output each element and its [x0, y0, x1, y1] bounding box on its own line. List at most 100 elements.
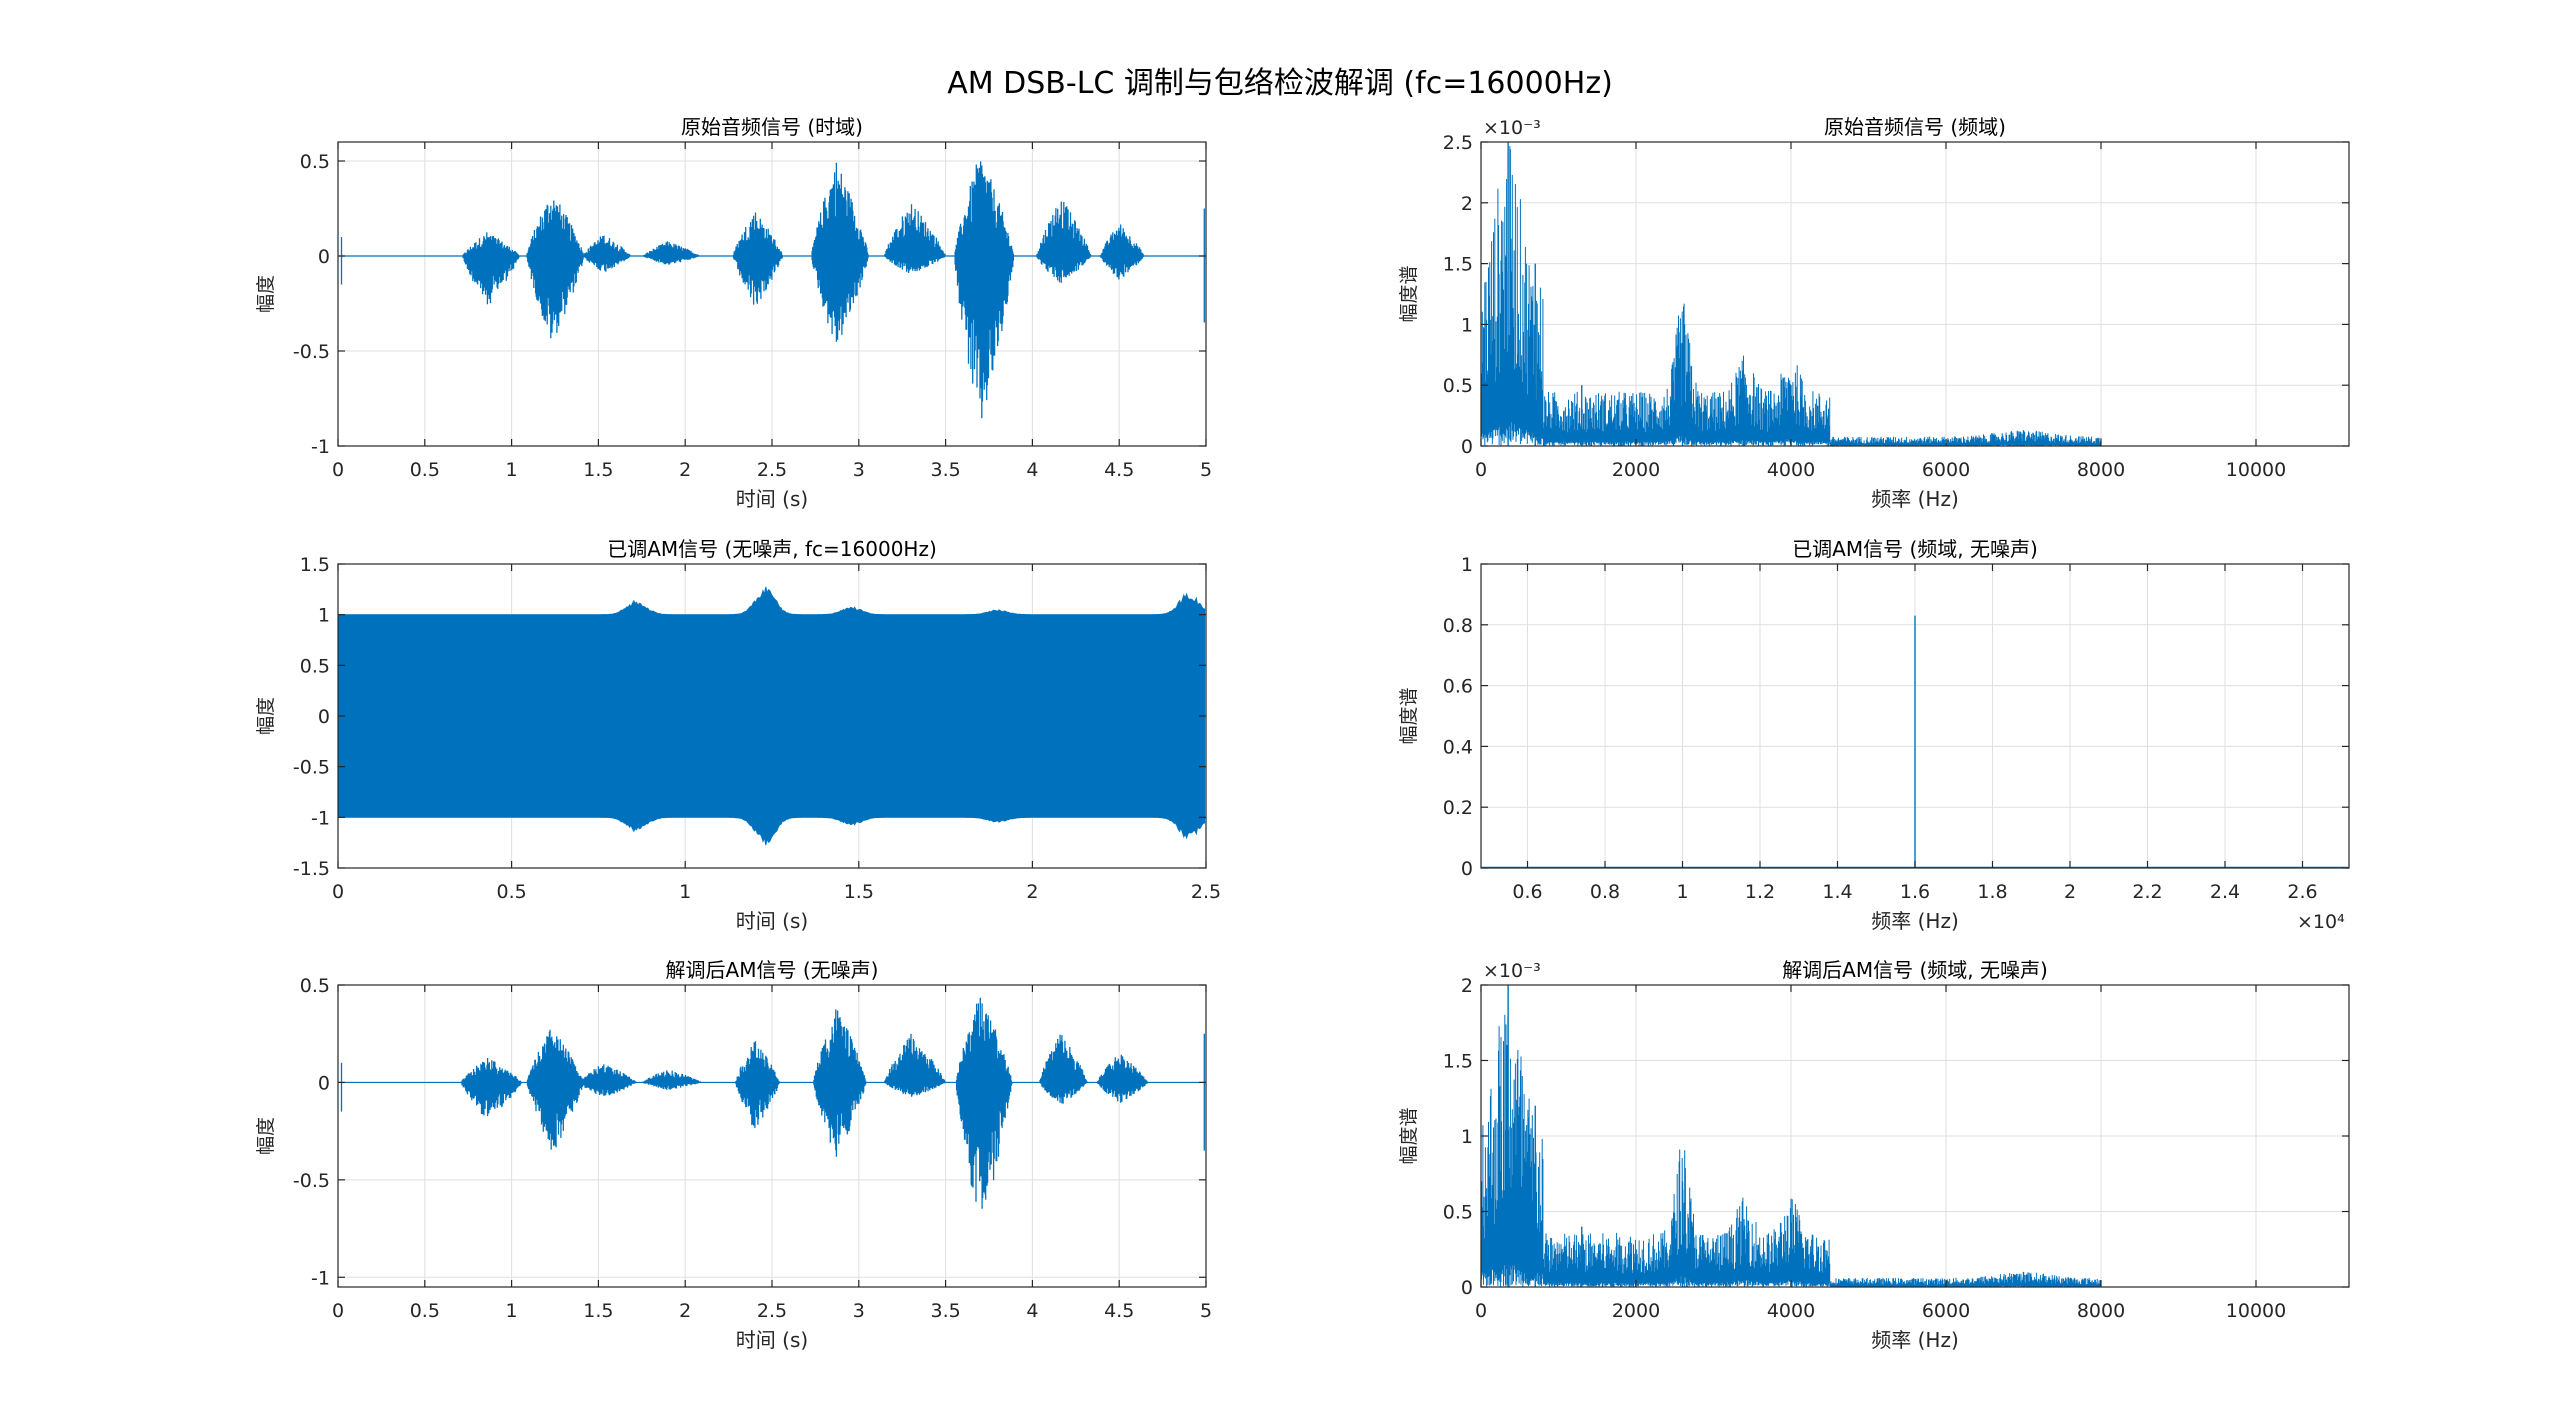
x-tick-label: 2.6	[2287, 881, 2317, 903]
x-tick-label: 0	[332, 881, 344, 903]
x-tick-label: 8000	[2077, 459, 2125, 481]
x-tick-label: 4	[1026, 459, 1038, 481]
y-axis-label: 幅度谱	[1398, 687, 1420, 744]
x-axis-label: 时间 (s)	[736, 487, 808, 511]
x-tick-label: 10000	[2226, 459, 2286, 481]
x-tick-label: 8000	[2077, 1300, 2125, 1322]
y-tick-label: 0	[1461, 858, 1473, 880]
x-tick-label: 3.5	[930, 1300, 960, 1322]
x-tick-label: 4000	[1767, 1300, 1815, 1322]
subplot-p6: 0 2000 4000 6000 8000 10000 0 0.5 1 1.5 2 解调后AM信号 (…	[1398, 958, 2350, 1352]
series-line	[337, 586, 1206, 846]
x-axis-label: 时间 (s)	[736, 1328, 808, 1352]
y-tick-label: 0.5	[300, 975, 330, 997]
subplot-title: 原始音频信号 (时域)	[681, 115, 863, 139]
y-tick-label: 0.4	[1443, 736, 1473, 758]
x-tick-label: 2	[679, 1300, 691, 1322]
y-tick-label: 1.5	[1443, 254, 1473, 276]
y-tick-label: 1	[1461, 1126, 1473, 1148]
x-tick-label: 2.2	[2132, 881, 2162, 903]
x-tick-label: 2.5	[1191, 881, 1221, 903]
subplot-p5: 0 0.5 1 1.5 2 2.5 3 3.5 4 4.5 5 -1 -0.5 0 0.5 解调后AM信号 (…	[255, 958, 1212, 1352]
x-tick-label: 5	[1200, 459, 1212, 481]
y-tick-label: 2.5	[1443, 132, 1473, 154]
x-tick-label: 2.4	[2210, 881, 2240, 903]
x-tick-label: 1	[679, 881, 691, 903]
y-tick-label: 0.5	[300, 655, 330, 677]
x-tick-label: 0	[1475, 1300, 1487, 1322]
subplot-title: 解调后AM信号 (频域, 无噪声)	[1782, 958, 2048, 982]
axes-box	[1480, 141, 2350, 447]
x-tick-label: 0.5	[496, 881, 526, 903]
x-tick-label: 1	[1676, 881, 1688, 903]
y-tick-label: 1.5	[300, 554, 330, 576]
series-line	[338, 161, 1206, 419]
x-tick-label: 0	[332, 459, 344, 481]
y-tick-label: -1	[311, 1267, 330, 1289]
x-tick-label: 3.5	[930, 459, 960, 481]
x-axis-label: 频率 (Hz)	[1871, 487, 1959, 511]
subplot-p1: 0 0.5 1 1.5 2 2.5 3 3.5 4 4.5 5 -1 -0.5 0 0.5 原始音频信号 (时…	[255, 115, 1212, 511]
x-tick-label: 0.5	[410, 459, 440, 481]
subplot-p2: 0 2000 4000 6000 8000 10000 0 0.5 1 1.5 2 2.5 原始音频信号…	[1398, 115, 2350, 511]
x-tick-label: 2000	[1612, 459, 1660, 481]
y-axis-label: 幅度	[255, 697, 277, 735]
x-tick-label: 2000	[1612, 1300, 1660, 1322]
x-axis-label: 频率 (Hz)	[1871, 909, 1959, 933]
x-tick-label: 0.6	[1512, 881, 1542, 903]
x-tick-label: 2.5	[757, 459, 787, 481]
y-axis-label: 幅度谱	[1398, 265, 1420, 322]
y-tick-label: 1	[1461, 314, 1473, 336]
y-tick-label: 0.5	[300, 151, 330, 173]
x-tick-label: 1.2	[1745, 881, 1775, 903]
subplot-p3: 0 0.5 1 1.5 2 2.5 -1.5 -1 -0.5 0 0.5 1 1.5 已调AM信号 (无噪…	[255, 537, 1221, 933]
subplot-title: 原始音频信号 (频域)	[1824, 115, 2006, 139]
x-tick-label: 4	[1026, 1300, 1038, 1322]
y-tick-label: 2	[1461, 975, 1473, 997]
x-tick-label: 1.5	[583, 459, 613, 481]
x-tick-label: 6000	[1922, 1300, 1970, 1322]
y-tick-label: -1	[311, 436, 330, 458]
x-tick-label: 5	[1200, 1300, 1212, 1322]
x-axis-label: 时间 (s)	[736, 909, 808, 933]
y-tick-label: 0.5	[1443, 375, 1473, 397]
y-tick-label: 1	[318, 605, 330, 627]
y-tick-label: 0	[318, 1072, 330, 1094]
y-tick-label: 1	[1461, 554, 1473, 576]
x-tick-label: 4.5	[1104, 1300, 1134, 1322]
y-tick-label: 0.6	[1443, 676, 1473, 698]
y-tick-label: 0.2	[1443, 797, 1473, 819]
y-tick-label: 0	[318, 246, 330, 268]
y-axis-label: 幅度谱	[1398, 1107, 1420, 1164]
axis-exponent-label: ×10⁴	[2297, 911, 2345, 933]
x-tick-label: 1.8	[1977, 881, 2007, 903]
y-tick-label: -0.5	[293, 341, 330, 363]
x-tick-label: 2	[1026, 881, 1038, 903]
y-tick-label: -1.5	[293, 858, 330, 880]
x-tick-label: 3	[853, 459, 865, 481]
x-tick-label: 6000	[1922, 459, 1970, 481]
y-tick-label: 0	[1461, 436, 1473, 458]
subplot-title: 解调后AM信号 (无噪声)	[666, 958, 879, 982]
x-tick-label: 0	[332, 1300, 344, 1322]
x-tick-label: 1	[506, 1300, 518, 1322]
x-tick-label: 4.5	[1104, 459, 1134, 481]
y-tick-label: 0.5	[1443, 1202, 1473, 1224]
y-tick-label: 0	[1461, 1277, 1473, 1299]
subplot-p4: 0.6 0.8 1 1.2 1.4 1.6 1.8 2 2.2 2.4 2.6 0 0.2 0.4 0.6 0…	[1398, 537, 2350, 933]
x-tick-label: 1.5	[844, 881, 874, 903]
y-axis-label: 幅度	[255, 1117, 277, 1155]
subplot-title: 已调AM信号 (无噪声, fc=16000Hz)	[607, 537, 937, 561]
subplot-title: 已调AM信号 (频域, 无噪声)	[1792, 537, 2038, 561]
axis-exponent-label: ×10⁻³	[1483, 117, 1541, 139]
y-tick-label: -1	[311, 807, 330, 829]
y-tick-label: -0.5	[293, 1170, 330, 1192]
x-tick-label: 2	[679, 459, 691, 481]
x-tick-label: 1.5	[583, 1300, 613, 1322]
y-tick-label: -0.5	[293, 757, 330, 779]
y-tick-label: 0	[318, 706, 330, 728]
axis-exponent-label: ×10⁻³	[1483, 960, 1541, 982]
x-tick-label: 3	[853, 1300, 865, 1322]
x-axis-label: 频率 (Hz)	[1871, 1328, 1959, 1352]
